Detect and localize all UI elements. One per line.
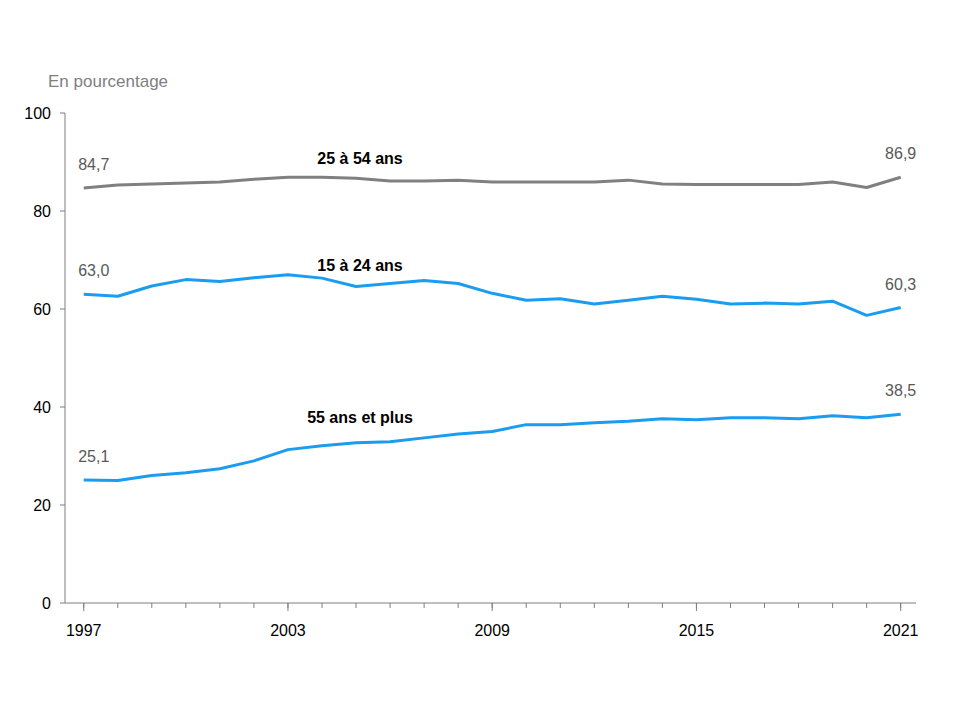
- x-tick-label: 2021: [883, 622, 919, 639]
- data-label: 38,5: [885, 382, 916, 399]
- x-tick: [492, 603, 493, 611]
- data-label: 60,3: [885, 276, 916, 293]
- chart: En pourcentage 0 20 40 60 80 100 1997 2003 2009 20…: [0, 0, 960, 720]
- y-axis-line: [65, 113, 66, 603]
- y-tick-label: 60: [33, 301, 51, 318]
- series-label: 25 à 54 ans: [317, 150, 403, 167]
- x-tick: [696, 603, 697, 611]
- y-tick: [60, 505, 65, 506]
- x-minor-tick: [730, 603, 731, 608]
- x-minor-tick: [356, 603, 357, 608]
- x-axis-line: [65, 603, 916, 604]
- y-tick-label: 100: [24, 105, 51, 122]
- y-tick-label: 0: [42, 595, 51, 612]
- x-tick-label: 2003: [270, 622, 306, 639]
- x-minor-tick: [322, 603, 323, 608]
- x-tick: [900, 603, 901, 611]
- x-minor-tick: [594, 603, 595, 608]
- x-minor-tick: [117, 603, 118, 608]
- data-label: 84,7: [78, 156, 109, 173]
- x-minor-tick: [151, 603, 152, 608]
- x-tick: [287, 603, 288, 611]
- x-minor-tick: [526, 603, 527, 608]
- data-label: 63,0: [78, 262, 109, 279]
- x-minor-tick: [662, 603, 663, 608]
- x-minor-tick: [253, 603, 254, 608]
- x-tick-label: 2009: [474, 622, 510, 639]
- y-tick: [60, 603, 65, 604]
- y-tick-label: 20: [33, 497, 51, 514]
- plot-area: [84, 177, 901, 480]
- x-minor-tick: [628, 603, 629, 608]
- x-minor-tick: [764, 603, 765, 608]
- x-minor-tick: [832, 603, 833, 608]
- y-tick-label: 80: [33, 203, 51, 220]
- y-tick: [60, 309, 65, 310]
- x-minor-tick: [458, 603, 459, 608]
- x-minor-tick: [219, 603, 220, 608]
- x-minor-tick: [798, 603, 799, 608]
- y-axis-label: En pourcentage: [48, 72, 168, 91]
- series-line: [84, 177, 901, 188]
- x-tick: [83, 603, 84, 611]
- series-label: 15 à 24 ans: [317, 257, 403, 274]
- x-minor-tick: [390, 603, 391, 608]
- series-line: [84, 275, 901, 316]
- y-tick: [60, 211, 65, 212]
- series-label: 55 ans et plus: [307, 409, 413, 426]
- x-tick-label: 2015: [679, 622, 715, 639]
- y-tick: [60, 407, 65, 408]
- y-tick-label: 40: [33, 399, 51, 416]
- x-minor-tick: [866, 603, 867, 608]
- data-label: 86,9: [885, 145, 916, 162]
- x-tick-label: 1997: [66, 622, 102, 639]
- y-tick: [60, 113, 65, 114]
- series-line: [84, 414, 901, 480]
- data-label: 25,1: [78, 448, 109, 465]
- x-minor-tick: [560, 603, 561, 608]
- x-minor-tick: [424, 603, 425, 608]
- x-minor-tick: [185, 603, 186, 608]
